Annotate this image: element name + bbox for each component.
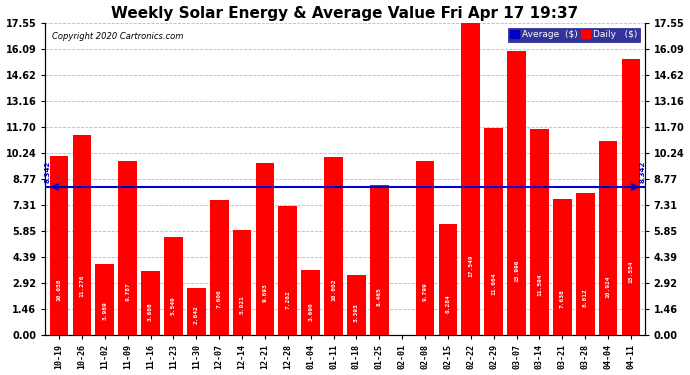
Bar [118,161,137,335]
Text: 3.393: 3.393 [354,303,359,322]
Text: 17.549: 17.549 [469,254,473,276]
Bar [347,275,366,335]
Text: 11.276: 11.276 [79,274,84,297]
Bar [233,230,251,335]
Bar [302,270,320,335]
Bar [72,135,91,335]
Text: 5.921: 5.921 [239,295,244,314]
Text: 7.638: 7.638 [560,290,565,308]
Bar [141,271,160,335]
Text: 7.262: 7.262 [285,291,290,309]
Text: 8.465: 8.465 [377,287,382,306]
Title: Weekly Solar Energy & Average Value Fri Apr 17 19:37: Weekly Solar Energy & Average Value Fri … [111,6,579,21]
Text: 9.787: 9.787 [125,283,130,302]
Bar [370,185,388,335]
Bar [530,129,549,335]
Text: 5.549: 5.549 [171,296,176,315]
Bar [484,128,503,335]
Bar [553,200,572,335]
Text: 10.058: 10.058 [57,278,61,300]
Legend: Average  ($), Daily   ($): Average ($), Daily ($) [508,28,640,42]
Bar [50,156,68,335]
Text: 9.693: 9.693 [262,283,268,302]
Bar [622,58,640,335]
Text: Copyright 2020 Cartronics.com: Copyright 2020 Cartronics.com [52,32,183,41]
Text: 9.799: 9.799 [422,283,428,302]
Text: 7.606: 7.606 [217,290,221,308]
Text: 11.664: 11.664 [491,273,496,296]
Bar [255,163,275,335]
Bar [462,23,480,335]
Text: 11.594: 11.594 [537,273,542,296]
Bar [187,288,206,335]
Text: 8.342: 8.342 [45,161,50,183]
Text: 8.012: 8.012 [582,288,588,307]
Text: 15.996: 15.996 [514,259,519,282]
Text: 8.342: 8.342 [640,161,645,183]
Text: 3.608: 3.608 [148,303,153,321]
Text: 10.924: 10.924 [606,275,611,298]
Bar [439,224,457,335]
Bar [164,237,183,335]
Text: 15.554: 15.554 [629,260,633,283]
Bar [507,51,526,335]
Bar [415,161,435,335]
Text: 2.642: 2.642 [194,306,199,324]
Bar [95,264,114,335]
Bar [279,206,297,335]
Text: 3.690: 3.690 [308,302,313,321]
Bar [210,200,228,335]
Bar [599,141,618,335]
Text: 6.284: 6.284 [446,294,451,313]
Text: 10.002: 10.002 [331,278,336,301]
Bar [576,193,595,335]
Bar [324,158,343,335]
Text: 3.989: 3.989 [102,301,108,320]
